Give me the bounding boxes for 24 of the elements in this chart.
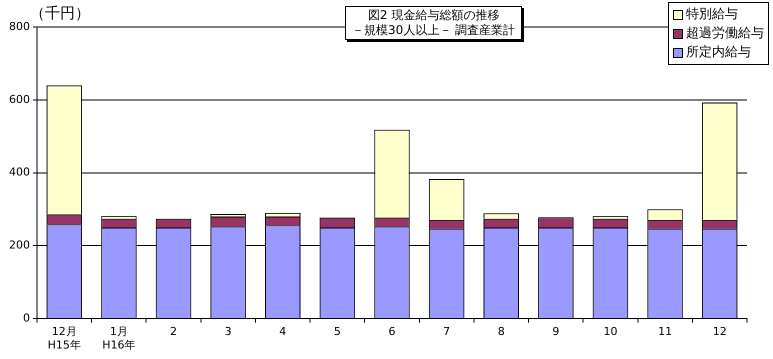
- x-tick-label: 12月 H15年: [48, 325, 81, 352]
- legend-label: 特別給与: [686, 6, 738, 24]
- legend-label: 超過労働給与: [686, 25, 764, 43]
- y-tick-label: 800: [8, 20, 30, 33]
- x-tick-label: 2: [170, 325, 178, 338]
- x-tick-label: 9: [552, 325, 560, 338]
- chart-subtitle: －規模30人以上－ 調査産業計: [352, 23, 516, 38]
- legend-label: 所定内給与: [686, 44, 751, 62]
- x-tick-label: 1月 H16年: [102, 325, 136, 352]
- y-tick-label: 400: [8, 166, 30, 179]
- y-tick-label: 200: [8, 238, 30, 252]
- x-tick-label: 6: [388, 325, 396, 338]
- x-tick-label: 10: [603, 325, 618, 338]
- x-tick-label: 5: [334, 325, 341, 338]
- x-tick-label: 12: [712, 325, 727, 338]
- chart-title: 図2 現金給与総額の推移: [366, 8, 500, 23]
- y-tick-label: 0: [22, 311, 30, 324]
- x-tick-label: 11: [658, 325, 672, 338]
- y-tick-label: 600: [8, 92, 30, 106]
- x-tick-label: 3: [224, 325, 232, 338]
- y-axis-title: （千円）: [30, 4, 90, 23]
- x-tick-label: 8: [498, 325, 505, 338]
- x-tick-label: 4: [279, 325, 286, 338]
- x-tick-label: 7: [443, 325, 450, 338]
